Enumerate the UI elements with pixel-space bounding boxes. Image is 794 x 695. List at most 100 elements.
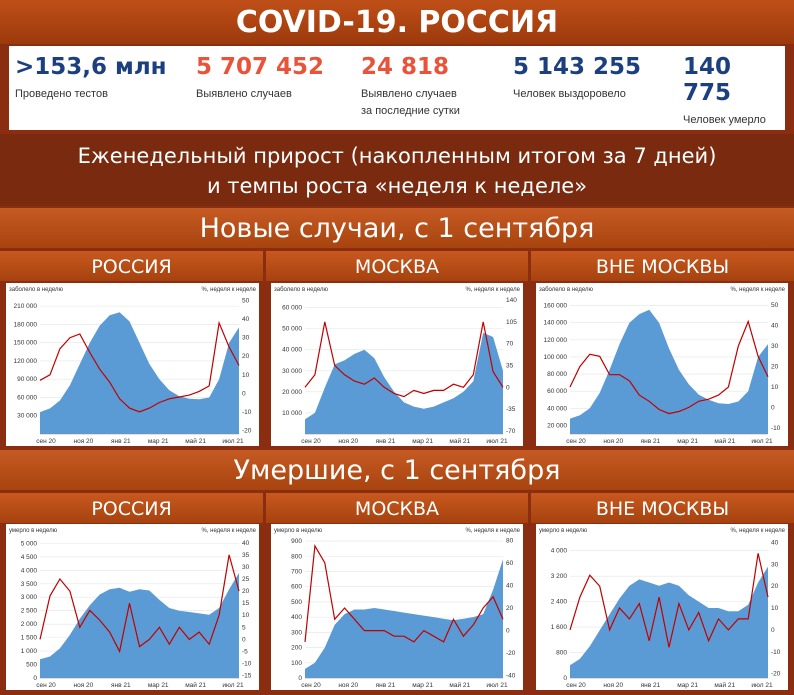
- left-tick-label: 800: [556, 650, 567, 657]
- stat-deaths: 140 775 Человек умерло: [683, 54, 785, 129]
- right-tick-label: 5: [242, 624, 246, 631]
- x-tick-label: сен 20: [36, 438, 56, 445]
- panel-title-outside: ВНЕ МОСКВЫ: [531, 251, 794, 281]
- right-tick-label: 35: [506, 363, 514, 370]
- right-tick-label: 20: [771, 364, 779, 371]
- stat-recovered: 5 143 255 Человек выздоровело: [513, 54, 641, 103]
- section-title-deaths: Умершие, с 1 сентября: [0, 450, 794, 490]
- stat-value: >153,6 млн: [15, 54, 167, 80]
- right-tick-label: 140: [506, 297, 517, 304]
- right-tick-label: -10: [242, 409, 252, 416]
- right-tick-label: 10: [771, 384, 779, 391]
- stat-cases-day: 24 818 Выявлено случаев за последние сутк…: [361, 54, 460, 120]
- left-tick-label: 60 000: [282, 305, 302, 312]
- right-axis-title: %, неделя к неделе: [730, 528, 785, 534]
- x-tick-label: мар 21: [412, 682, 433, 689]
- x-tick-label: сен 20: [301, 438, 321, 445]
- x-tick-label: июл 21: [486, 682, 508, 689]
- subtitle-line2: и темпы роста «неделя к неделе»: [206, 174, 588, 198]
- series-area-weekly: [305, 559, 503, 678]
- stat-value: 5 143 255: [513, 54, 642, 80]
- series-line-growth: [39, 320, 240, 413]
- left-tick-label: 0: [33, 675, 37, 682]
- right-tick-label: 40: [771, 539, 779, 546]
- x-tick-label: ноя 20: [603, 438, 623, 445]
- left-axis-title: заболело в неделю: [9, 287, 63, 293]
- subtitle-line1: Еженедельный прирост (накопленным итогом…: [77, 144, 717, 168]
- panel-title-russia: РОССИЯ: [0, 251, 263, 281]
- left-tick-label: 0: [298, 675, 302, 682]
- x-tick-label: июл 21: [751, 438, 773, 445]
- right-tick-label: 30: [771, 343, 779, 350]
- chart-deaths-outside: умерло в неделю %, неделя к неделе 0 800 1 6…: [536, 524, 788, 690]
- left-tick-label: 120 000: [544, 337, 568, 344]
- chart-cases-russia: заболело в неделю %, неделя к неделе 30 00…: [6, 283, 259, 446]
- chart-deaths-russia: умерло в неделю %, неделя к неделе 0 500 1 0…: [6, 524, 259, 690]
- left-tick-label: 180 000: [14, 321, 38, 328]
- left-tick-label: 900: [291, 538, 302, 545]
- right-axis-title: %, неделя к неделе: [465, 528, 520, 534]
- x-tick-label: сен 20: [566, 438, 586, 445]
- right-tick-label: 105: [506, 319, 517, 326]
- left-tick-label: 500: [26, 662, 37, 669]
- left-tick-label: 4 500: [21, 554, 38, 561]
- x-tick-label: июл 21: [751, 682, 773, 689]
- stat-label-line1: Выявлено случаев: [361, 88, 457, 100]
- left-tick-label: 200: [291, 645, 302, 652]
- x-tick-label: май 21: [449, 681, 470, 689]
- x-tick-label: мар 21: [148, 438, 169, 445]
- x-tick-label: янв 21: [641, 682, 661, 689]
- panel-title-russia: РОССИЯ: [0, 493, 263, 523]
- left-axis-title: умерло в неделю: [539, 528, 588, 534]
- left-tick-label: 700: [291, 568, 302, 575]
- right-tick-label: -20: [242, 427, 252, 434]
- left-tick-label: 150 000: [14, 340, 38, 347]
- x-tick-label: янв 21: [641, 438, 661, 445]
- right-axis-title: %, неделя к неделе: [465, 287, 520, 293]
- left-tick-label: 2 400: [551, 599, 568, 606]
- left-tick-label: 600: [291, 584, 302, 591]
- right-tick-label: 50: [242, 298, 250, 305]
- right-tick-label: -10: [771, 649, 781, 656]
- left-tick-label: 1 600: [551, 624, 568, 631]
- x-tick-label: ноя 20: [603, 682, 623, 689]
- left-tick-label: 90 000: [17, 376, 37, 383]
- right-tick-label: -40: [506, 673, 516, 680]
- left-tick-label: 5 000: [21, 540, 38, 547]
- right-tick-label: 30: [242, 335, 250, 342]
- left-axis-title: заболело в неделю: [539, 287, 593, 293]
- series-line-growth: [39, 554, 240, 654]
- stat-label: Проведено тестов: [15, 88, 108, 100]
- left-tick-label: 500: [291, 599, 302, 606]
- left-tick-label: 120 000: [14, 358, 38, 365]
- series-line-growth: [569, 553, 769, 648]
- right-tick-label: 70: [506, 341, 514, 348]
- x-tick-label: май 21: [185, 681, 206, 689]
- x-tick-label: ноя 20: [338, 682, 358, 689]
- right-tick-label: 20: [242, 588, 250, 595]
- left-axis-title: умерло в неделю: [9, 528, 58, 534]
- right-tick-label: -20: [506, 650, 516, 657]
- left-tick-label: 1 500: [21, 635, 38, 642]
- left-tick-label: 300: [291, 629, 302, 636]
- series-area-weekly: [570, 309, 768, 434]
- right-tick-label: 10: [242, 612, 250, 619]
- x-tick-label: ноя 20: [74, 438, 94, 445]
- right-tick-label: 30: [771, 561, 779, 568]
- series-area-weekly: [305, 332, 503, 434]
- x-tick-label: май 21: [449, 437, 470, 445]
- right-tick-label: 0: [242, 636, 246, 643]
- x-tick-label: мар 21: [148, 682, 169, 689]
- panel-title-moscow: МОСКВА: [266, 493, 528, 523]
- left-tick-label: 3 200: [551, 573, 568, 580]
- left-tick-label: 10 000: [282, 410, 302, 417]
- right-tick-label: 20: [506, 605, 514, 612]
- stat-value: 140 775: [683, 54, 732, 106]
- x-tick-label: ноя 20: [74, 682, 94, 689]
- right-tick-label: 40: [771, 323, 779, 330]
- stats-strip: >153,6 млн Проведено тестов 5 707 452 Вы…: [9, 46, 785, 130]
- section-title-cases: Новые случаи, с 1 сентября: [0, 208, 794, 248]
- x-tick-label: май 21: [714, 437, 735, 445]
- left-tick-label: 100 000: [544, 354, 568, 361]
- left-tick-label: 40 000: [282, 347, 302, 354]
